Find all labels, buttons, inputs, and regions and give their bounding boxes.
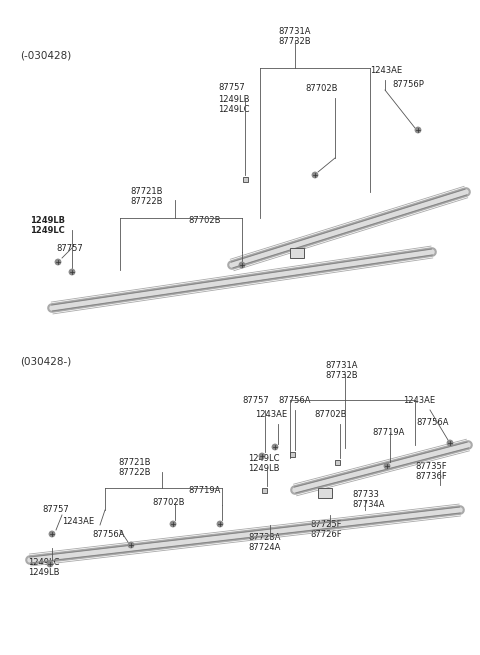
Text: 87702B: 87702B [152,498,184,507]
Circle shape [170,521,176,527]
Text: 87731A: 87731A [279,27,311,36]
Text: 1249LB: 1249LB [218,95,250,104]
Text: 87721B: 87721B [130,187,163,196]
Text: 87736F: 87736F [415,472,447,481]
Text: 87757: 87757 [242,396,269,405]
Circle shape [447,440,453,446]
Text: 87735F: 87735F [415,462,446,471]
Circle shape [415,127,421,133]
Text: 1249LC: 1249LC [28,558,60,567]
Circle shape [69,269,75,275]
Text: 1243AE: 1243AE [255,410,287,419]
Text: 1243AE: 1243AE [370,66,402,75]
Text: 87702B: 87702B [305,84,337,93]
Circle shape [312,172,318,178]
Circle shape [272,444,278,450]
Text: 87757: 87757 [218,83,245,92]
Text: 87756P: 87756P [392,80,424,89]
Text: 87702B: 87702B [188,216,220,225]
Circle shape [55,259,61,265]
Text: 87757: 87757 [42,505,69,514]
Circle shape [259,453,265,459]
Text: 87731A: 87731A [326,361,358,370]
Text: 1249LB: 1249LB [248,464,279,473]
Text: 87756A: 87756A [278,396,311,405]
Text: 87722B: 87722B [130,197,163,206]
Text: 87722B: 87722B [118,468,151,477]
Text: 1249LC: 1249LC [248,454,279,463]
Text: (030428-): (030428-) [20,356,71,366]
Text: 87732B: 87732B [279,37,312,46]
Text: 87733: 87733 [352,490,379,499]
Text: 87734A: 87734A [352,500,384,509]
Bar [318,488,332,498]
Text: 87726F: 87726F [310,530,342,539]
Text: 87719A: 87719A [372,428,404,437]
Circle shape [384,463,390,469]
Text: 87756A: 87756A [416,418,448,427]
Text: 1249LB: 1249LB [30,216,65,225]
Text: (-030428): (-030428) [20,50,71,60]
Text: 87721B: 87721B [118,458,151,467]
Text: 1243AE: 1243AE [62,517,94,526]
Text: 87723A: 87723A [248,533,280,542]
Bar [289,451,295,457]
Bar [290,248,304,258]
Text: 1249LC: 1249LC [218,105,250,114]
Text: 87732B: 87732B [326,371,358,380]
Text: 87724A: 87724A [248,543,280,552]
Text: 87719A: 87719A [188,486,220,495]
Text: 87725F: 87725F [310,520,341,529]
Text: 87757: 87757 [56,244,83,253]
Text: 87756A: 87756A [92,530,124,539]
Text: 1249LB: 1249LB [28,568,60,577]
Bar [335,460,339,464]
Bar [242,176,248,181]
Text: 1243AE: 1243AE [403,396,435,405]
Text: 1249LC: 1249LC [30,226,65,235]
Circle shape [47,561,53,567]
Circle shape [217,521,223,527]
Circle shape [128,542,134,548]
Circle shape [49,531,55,537]
Circle shape [239,262,245,268]
Text: 87702B: 87702B [314,410,347,419]
Bar [262,487,266,493]
